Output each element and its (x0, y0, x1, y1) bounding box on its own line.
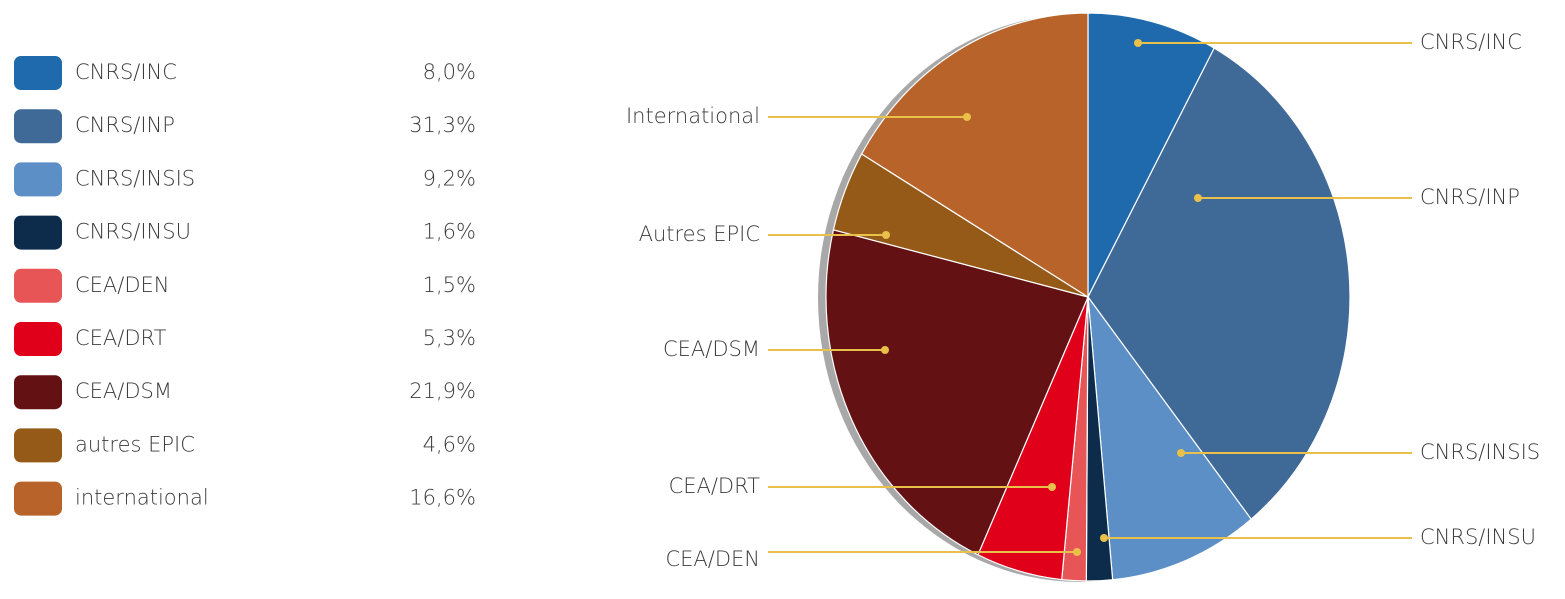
legend-value: 21,9% (409, 379, 476, 403)
pie-slice (1087, 12, 1216, 298)
legend-label: CEA/DSM (75, 379, 172, 403)
legend-label: CNRS/INC (75, 60, 177, 84)
legend-swatch (14, 268, 62, 303)
callout-dot (1100, 534, 1108, 542)
pie-slice (860, 12, 1089, 299)
pie-slice (1087, 294, 1252, 581)
legend-swatch (14, 162, 62, 197)
legend-swatch (14, 428, 62, 463)
callout-dot (963, 113, 971, 121)
legend-label: CEA/DEN (75, 273, 170, 297)
legend-swatch (14, 375, 62, 410)
callout-label: CNRS/INC (1420, 30, 1522, 54)
callout-dot (882, 231, 890, 239)
legend-label: international (75, 486, 209, 510)
legend-label: CNRS/INSIS (75, 166, 195, 190)
legend-label: CNRS/INP (75, 113, 175, 137)
callout-dot (1073, 548, 1081, 556)
callout-label: CEA/DSM (663, 337, 760, 361)
callout-dot (1134, 39, 1142, 47)
legend-label: autres EPIC (75, 432, 195, 456)
legend-label: CEA/DRT (75, 326, 167, 350)
callout-label: International (626, 104, 760, 128)
callout-dot (1194, 194, 1202, 202)
pie-slice (825, 229, 1089, 556)
legend-label: CNRS/INSU (75, 220, 191, 244)
callout-label: CEA/DRT (669, 474, 761, 498)
callout-dot (881, 346, 889, 354)
callout-label: CNRS/INSU (1420, 525, 1536, 549)
legend-value: 5,3% (423, 326, 476, 350)
legend-swatch (14, 215, 62, 250)
callout-dot (1177, 449, 1185, 457)
legend-swatch (14, 109, 62, 144)
callout-label: CNRS/INSIS (1420, 440, 1540, 464)
legend-value: 1,6% (423, 220, 476, 244)
legend-swatch (14, 481, 62, 516)
legend-value: 8,0% (423, 60, 476, 84)
legend-value: 31,3% (409, 113, 476, 137)
pie-slice (1087, 47, 1351, 521)
legend-value: 16,6% (409, 486, 476, 510)
callout-dot (1048, 483, 1056, 491)
callout-label: Autres EPIC (639, 222, 760, 246)
legend-value: 1,5% (423, 273, 476, 297)
legend-value: 9,2% (423, 166, 476, 190)
callout-label: CNRS/INP (1420, 185, 1520, 209)
legend-value: 4,6% (423, 432, 476, 456)
legend-swatch (14, 322, 62, 356)
callout-label: CEA/DEN (665, 547, 760, 571)
legend-swatch (14, 56, 62, 90)
